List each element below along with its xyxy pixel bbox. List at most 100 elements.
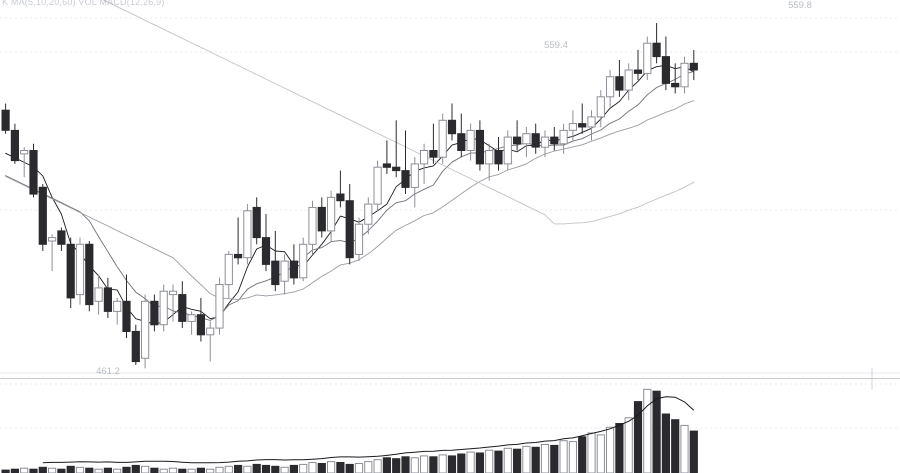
volume-bar[interactable] (661, 413, 670, 473)
volume-bar[interactable] (289, 464, 298, 473)
candle[interactable] (633, 49, 643, 81)
candle[interactable] (494, 137, 503, 171)
volume-bar[interactable] (568, 441, 577, 473)
volume-bar[interactable] (671, 419, 680, 473)
volume-bar[interactable] (540, 444, 550, 473)
volume-bar[interactable] (196, 467, 206, 473)
volume-bar[interactable] (652, 390, 661, 473)
candle[interactable] (85, 240, 94, 312)
volume-bar[interactable] (261, 464, 271, 473)
candle[interactable] (392, 120, 401, 178)
candle[interactable] (289, 244, 298, 285)
volume-bar[interactable] (327, 461, 336, 473)
volume-bar[interactable] (373, 459, 382, 473)
candle[interactable] (234, 217, 243, 265)
volume-bar[interactable] (1, 469, 10, 473)
volume-bar[interactable] (243, 465, 252, 473)
volume-bar[interactable] (317, 463, 326, 473)
candle[interactable] (48, 234, 57, 272)
volume-bar[interactable] (457, 453, 466, 473)
candle[interactable] (382, 140, 391, 174)
candle[interactable] (587, 110, 596, 141)
volume-bar[interactable] (364, 461, 373, 473)
candle[interactable] (354, 217, 364, 262)
candle[interactable] (680, 56, 689, 94)
candle[interactable] (652, 23, 661, 64)
candle[interactable] (215, 277, 224, 335)
candle[interactable] (671, 63, 680, 94)
candle[interactable] (178, 281, 187, 329)
candle[interactable] (522, 127, 531, 158)
candle[interactable] (38, 183, 47, 251)
volume-bar[interactable] (466, 451, 475, 473)
candle[interactable] (206, 321, 215, 362)
candle[interactable] (410, 157, 419, 208)
volume-bar[interactable] (680, 424, 689, 473)
volume-bar[interactable] (187, 468, 196, 473)
volume-bar[interactable] (643, 388, 652, 473)
candle[interactable] (689, 49, 698, 81)
candle[interactable] (345, 183, 354, 265)
candle[interactable] (224, 251, 233, 298)
volume-series[interactable] (1, 388, 698, 473)
candle[interactable] (150, 294, 159, 332)
volume-bar[interactable] (206, 468, 215, 473)
candle[interactable] (103, 277, 113, 319)
volume-bar[interactable] (633, 401, 643, 473)
volume-bar[interactable] (354, 463, 364, 473)
volume-bar[interactable] (10, 468, 19, 473)
volume-bar[interactable] (587, 432, 596, 473)
volume-bar[interactable] (271, 465, 280, 473)
volume-bar[interactable] (336, 462, 345, 473)
candle[interactable] (75, 237, 85, 305)
volume-bar[interactable] (624, 417, 633, 473)
volume-bar[interactable] (159, 468, 168, 473)
volume-bar[interactable] (57, 468, 66, 473)
candle[interactable] (429, 123, 438, 164)
volume-bar[interactable] (299, 463, 308, 473)
candle[interactable] (122, 274, 131, 339)
candle[interactable] (271, 230, 280, 292)
candle[interactable] (401, 130, 410, 195)
volume-bar[interactable] (420, 455, 429, 473)
volume-bar[interactable] (131, 464, 140, 473)
candle[interactable] (485, 143, 494, 181)
volume-bar[interactable] (606, 426, 615, 473)
candle[interactable] (420, 143, 429, 184)
candle[interactable] (513, 120, 522, 151)
candle[interactable] (280, 254, 289, 295)
volume-bar[interactable] (513, 448, 522, 473)
candle[interactable] (10, 123, 19, 164)
candle[interactable] (1, 103, 10, 134)
candle[interactable] (168, 284, 178, 322)
volume-bar[interactable] (38, 466, 47, 473)
volume-bar[interactable] (494, 450, 503, 473)
candle[interactable] (568, 110, 577, 141)
volume-bar[interactable] (122, 466, 131, 473)
candle[interactable] (94, 274, 103, 315)
volume-bar[interactable] (178, 468, 187, 473)
candle[interactable] (196, 297, 206, 342)
volume-bar[interactable] (503, 447, 512, 473)
candle[interactable] (550, 127, 559, 151)
candle[interactable] (438, 113, 447, 164)
volume-bar[interactable] (689, 430, 698, 473)
volume-bar[interactable] (252, 463, 261, 473)
volume-bar[interactable] (215, 466, 224, 473)
volume-bar[interactable] (429, 456, 438, 473)
volume-bar[interactable] (531, 446, 540, 473)
candle[interactable] (373, 160, 382, 211)
candle[interactable] (643, 36, 652, 81)
candle[interactable] (559, 123, 568, 154)
volume-bar[interactable] (596, 434, 605, 473)
volume-bar[interactable] (66, 465, 75, 473)
volume-bar[interactable] (485, 449, 494, 473)
volume-bar[interactable] (48, 467, 57, 473)
candle[interactable] (457, 113, 466, 158)
candle[interactable] (66, 237, 75, 308)
candle[interactable] (20, 147, 29, 178)
candle[interactable] (624, 63, 633, 101)
candle[interactable] (29, 143, 38, 198)
candle[interactable] (503, 130, 512, 171)
